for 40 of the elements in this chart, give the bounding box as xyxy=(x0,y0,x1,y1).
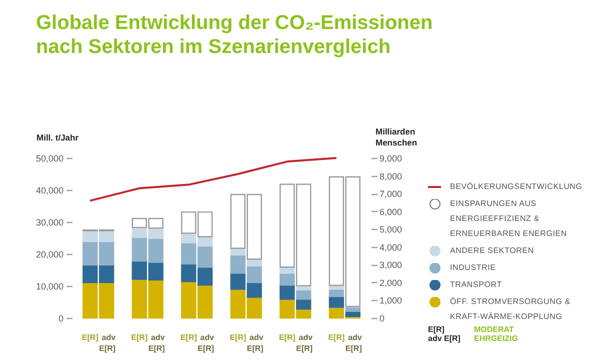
y-tick-label: 0 xyxy=(58,314,64,324)
x-tick-label: adv E[R] xyxy=(99,333,116,353)
y2-tick-label: 7,000 xyxy=(380,189,402,200)
x-tick-label: adv E[R] xyxy=(198,333,215,353)
x-tick-label: adv E[R] xyxy=(345,333,362,353)
y-axis-title: Mill. t/Jahr xyxy=(36,132,80,142)
y2-tick-label: 3,000 xyxy=(380,260,402,270)
x-tick-label: E[R] xyxy=(82,333,99,342)
x-tick-label: E[R] xyxy=(180,333,198,342)
text: EINSPARUNGEN AUS ENERGIEEFFIZIENZ & ERNEUERBAREN ENERGIEN xyxy=(450,198,568,240)
legend-label: BEVÖLKERUNGSENTWICKLUNG xyxy=(450,181,584,193)
y-tick-label: 40,000 xyxy=(36,186,64,196)
text: E[R] xyxy=(428,325,446,334)
x-tick-label: E[R] xyxy=(131,333,148,342)
y2-tick-label: 1,000 xyxy=(380,296,402,306)
x-tick-label: adv E[R] xyxy=(296,333,314,353)
x-tick-label: E[R] xyxy=(328,333,345,342)
y-tick-label: 10,000 xyxy=(36,282,64,292)
y2-tick-label: 5,000 xyxy=(380,224,402,235)
y2-tick-label: 9,000 xyxy=(380,154,402,164)
y2-tick-label: 4,000 xyxy=(380,242,402,252)
x-tick-label: E[R] xyxy=(230,333,246,342)
legend-label: ANDERE SEKTOREN xyxy=(450,245,535,257)
y-tick-label: 20,000 xyxy=(36,250,64,260)
y2-tick-label: 6,000 xyxy=(380,206,402,217)
legend-label: TRANSPORT xyxy=(450,279,503,291)
chart-title: Globale Entwicklung der CO₂-Emissionen nach Sektoren im Szenarienvergleich xyxy=(36,12,433,58)
text: MODERAT xyxy=(474,325,515,334)
y-tick-label: 50,000 xyxy=(36,154,64,164)
text: EHRGEIZIG xyxy=(474,334,518,343)
y2-axis-title: Milliarden Menschen xyxy=(376,126,418,148)
x-tick-label: adv E[R] xyxy=(148,333,166,353)
y2-tick-label: 8,000 xyxy=(380,171,402,182)
legend-label: ÖFF. STROMVERSORGUNG & KRAFT-WÄRME-KOPPLUNG xyxy=(450,296,572,323)
y-tick-label: 30,000 xyxy=(36,218,64,228)
legend-label: INDUSTRIE xyxy=(450,262,497,274)
x-tick-label: E[R] xyxy=(278,333,296,342)
x-tick-label: adv E[R] xyxy=(246,333,264,353)
y2-tick-label: 0 xyxy=(380,314,385,324)
y2-tick-label: 2,000 xyxy=(380,278,402,288)
